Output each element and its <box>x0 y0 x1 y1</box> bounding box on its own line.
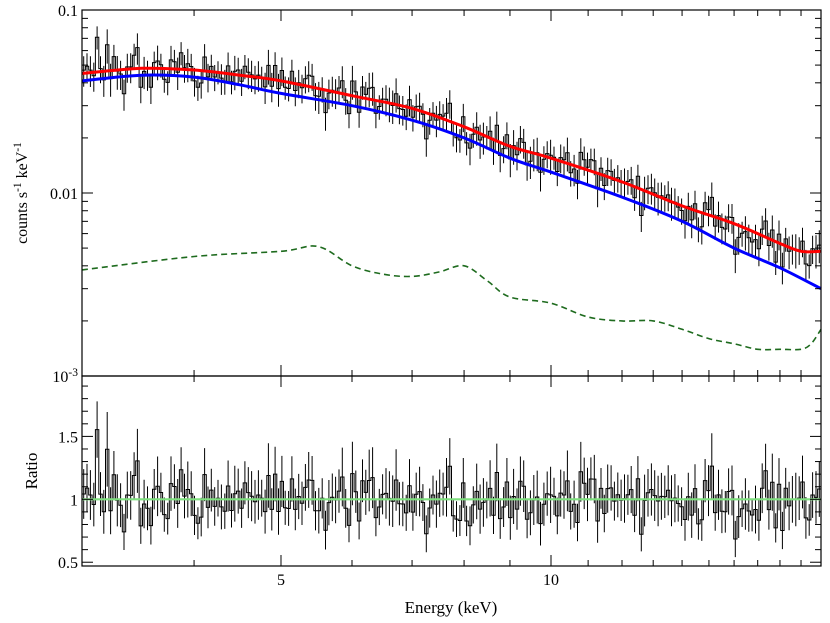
tick-layer: 5 10 0.1 0.01 10-3 0.5 1 1.5 <box>50 3 821 589</box>
y-tick-label: 1.5 <box>58 429 78 446</box>
y-tick-label: 1 <box>70 492 78 509</box>
spectrum-errorbars <box>83 26 820 285</box>
x-tick-label: 10 <box>543 572 559 589</box>
y-tick-label: 0.5 <box>58 555 78 572</box>
top-panel-frame <box>81 9 822 377</box>
blue-component-line <box>81 73 822 291</box>
bottom-panel-frame <box>81 375 822 567</box>
model-layer <box>81 66 822 501</box>
y-tick-label: 10-3 <box>52 367 78 386</box>
top-y-axis-label: counts s-1 keV-1 <box>12 142 31 244</box>
green-dashed-component-line <box>81 245 822 351</box>
x-tick-label: 5 <box>277 572 285 589</box>
red-total-model-line <box>81 66 822 254</box>
x-axis-label: Energy (keV) <box>405 598 498 617</box>
y-tick-label: 0.01 <box>50 186 78 203</box>
label-layer: Energy (keV) counts s-1 keV-1 Ratio <box>12 142 497 617</box>
y-tick-label: 0.1 <box>58 3 78 20</box>
bottom-y-axis-label: Ratio <box>22 453 41 490</box>
spectrum-data-steps <box>82 36 821 268</box>
ratio-data-steps <box>82 429 821 540</box>
data-layer <box>82 26 821 558</box>
